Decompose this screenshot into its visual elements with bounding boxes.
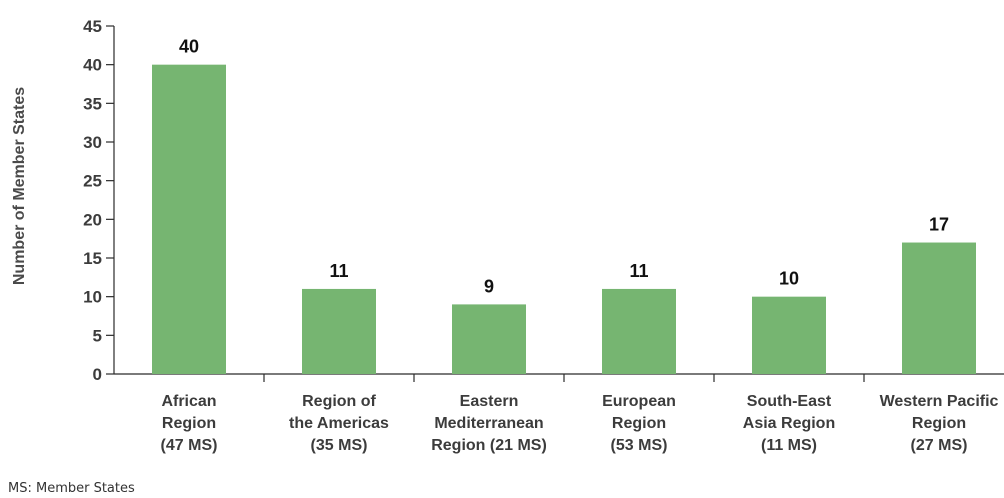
y-tick-label: 0 (93, 365, 102, 384)
y-tick-label: 40 (83, 56, 102, 75)
data-labels: 40 11 9 11 10 17 (179, 37, 949, 297)
bar-chart: 0 5 10 15 20 25 30 35 40 45 40 11 9 11 10 17 African Re… (11, 17, 1004, 454)
y-tick-label: 5 (93, 326, 102, 345)
data-label: 11 (329, 261, 348, 281)
bar (152, 64, 226, 375)
category-label: Western Pacific Region (27 MS) (880, 393, 999, 454)
y-tick-label: 30 (83, 133, 102, 152)
bar (452, 304, 526, 374)
category-label: African Region (47 MS) (161, 393, 218, 454)
category-label: European Region (53 MS) (602, 393, 676, 454)
bar (752, 296, 826, 374)
data-label: 17 (929, 215, 949, 235)
data-label: 9 (484, 276, 494, 296)
category-label: Eastern Mediterranean Region (21 MS) (431, 393, 547, 454)
bar (302, 288, 376, 374)
y-axis-ticks: 0 5 10 15 20 25 30 35 40 45 (83, 17, 114, 384)
data-label: 11 (629, 261, 648, 281)
y-tick-label: 45 (83, 17, 102, 36)
footnote: MS: Member States (8, 481, 135, 496)
y-tick-label: 35 (83, 94, 102, 113)
axes (113, 26, 1004, 382)
y-axis-title: Number of Member States (11, 87, 28, 285)
category-labels: African Region (47 MS) Region of the America… (161, 393, 999, 454)
y-tick-label: 20 (83, 210, 102, 229)
y-tick-label: 10 (83, 288, 102, 307)
category-label: Region of the Americas (35 MS) (289, 393, 389, 454)
y-tick-label: 25 (83, 172, 102, 191)
bar (902, 242, 976, 374)
data-label: 40 (179, 37, 199, 57)
bar (602, 288, 676, 374)
data-label: 10 (779, 269, 799, 289)
bars (152, 64, 976, 375)
category-label: South-East Asia Region (11 MS) (743, 393, 835, 454)
y-tick-label: 15 (83, 249, 102, 268)
